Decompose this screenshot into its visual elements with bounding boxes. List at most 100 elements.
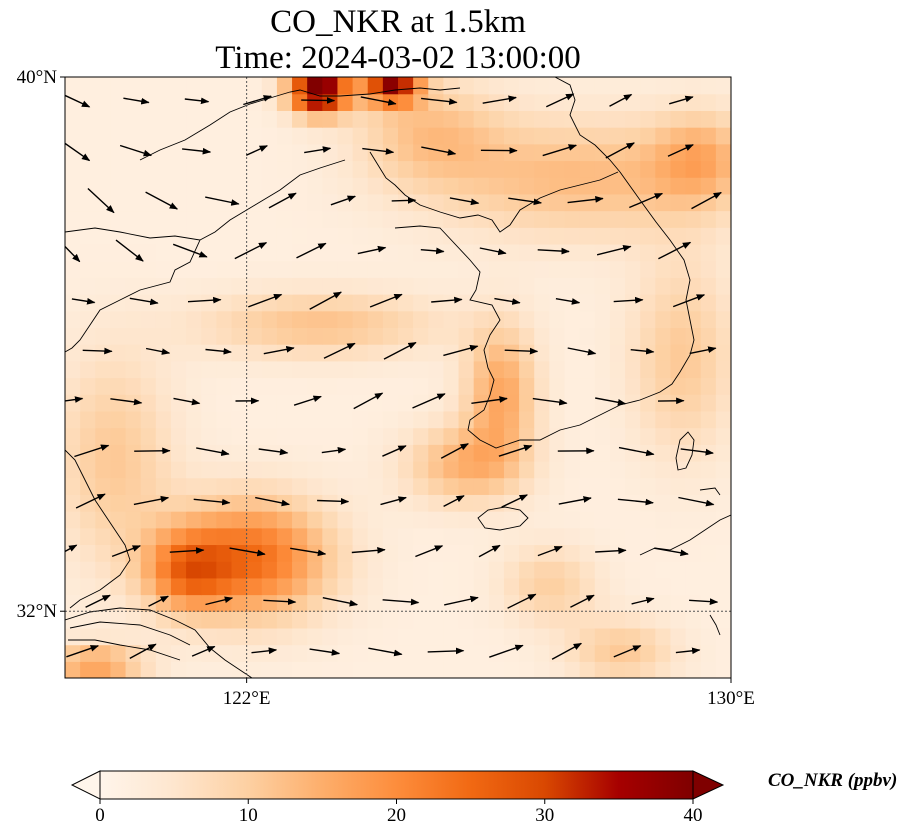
field-cell <box>534 77 550 95</box>
field-cell <box>382 410 399 429</box>
field-cell <box>65 143 81 162</box>
field-cell <box>594 344 611 362</box>
wind-arrow <box>243 95 273 106</box>
field-cell <box>398 544 414 562</box>
field-cell <box>186 544 202 562</box>
field-cell <box>655 394 672 412</box>
field-cell <box>458 661 475 678</box>
field-cell <box>594 243 611 262</box>
field-cell <box>125 360 142 379</box>
field-cell <box>170 143 187 162</box>
wind-arrow <box>323 342 356 359</box>
field-cell <box>307 644 323 662</box>
field-cell <box>473 110 490 128</box>
field-cell <box>685 127 702 145</box>
field-cell <box>95 344 112 362</box>
field-cell <box>216 577 233 596</box>
field-cell <box>276 177 293 195</box>
field-cell <box>640 460 656 479</box>
field-cell <box>398 561 414 579</box>
field-cell <box>155 310 172 329</box>
field-cell <box>640 477 656 495</box>
field-cell <box>292 627 308 646</box>
field-cell <box>231 611 248 629</box>
field-cell <box>715 377 731 395</box>
field-cell <box>609 260 626 278</box>
field-cell <box>140 127 157 145</box>
field-cell <box>155 160 172 178</box>
field-cell <box>276 143 293 162</box>
field-cell <box>655 477 672 495</box>
field-cell <box>594 394 611 412</box>
field-cell <box>519 360 535 379</box>
field-cell <box>579 110 596 128</box>
field-cell <box>216 527 233 546</box>
field-cell <box>443 77 460 95</box>
field-cell <box>488 460 505 479</box>
field-cell <box>685 594 702 612</box>
field-cell <box>352 594 369 612</box>
field-cell <box>655 577 672 596</box>
field-cell <box>579 310 596 329</box>
field-cell <box>367 77 384 95</box>
field-cell <box>155 294 172 312</box>
field-cell <box>443 410 460 429</box>
field-cell <box>609 127 626 145</box>
field-cell <box>428 577 445 596</box>
field-cell <box>352 377 369 395</box>
field-cell <box>670 494 687 512</box>
field-cell <box>700 594 717 612</box>
field-cell <box>428 644 445 662</box>
field-cell <box>488 260 505 278</box>
field-cell <box>307 577 323 596</box>
field-cell <box>261 561 278 579</box>
field-cell <box>186 193 202 212</box>
field-cell <box>337 594 354 612</box>
field-cell <box>367 427 384 445</box>
field-cell <box>352 427 369 445</box>
field-cell <box>534 427 550 445</box>
field-cell <box>519 627 535 646</box>
field-cell <box>80 243 96 262</box>
field-cell <box>65 77 81 95</box>
field-cell <box>140 494 157 512</box>
field-cell <box>246 627 263 646</box>
wind-arrow <box>609 93 633 107</box>
field-cell <box>367 594 384 612</box>
field-cell <box>413 460 429 479</box>
field-cell <box>95 77 112 95</box>
field-cell <box>549 310 566 329</box>
field-cell <box>307 511 323 529</box>
field-cell <box>625 527 641 546</box>
wind-arrow <box>290 547 327 557</box>
field-cell <box>201 494 217 512</box>
field-cell <box>155 444 172 462</box>
field-cell <box>367 327 384 345</box>
field-cell <box>65 243 81 262</box>
field-cell <box>458 427 475 445</box>
wind-arrow <box>595 397 627 406</box>
field-cell <box>473 444 490 462</box>
field-cell <box>428 93 445 111</box>
field-cell <box>443 644 460 662</box>
field-cell <box>216 377 233 395</box>
wind-arrow <box>427 647 465 655</box>
field-cell <box>337 494 354 512</box>
field-cell <box>186 444 202 462</box>
field-cell <box>519 260 535 278</box>
field-cell <box>458 177 475 195</box>
field-cell <box>609 110 626 128</box>
field-cell <box>337 177 354 195</box>
field-cell <box>170 544 187 562</box>
field-cell <box>231 277 248 295</box>
field-cell <box>216 110 233 128</box>
field-cell <box>307 93 323 111</box>
field-cell <box>519 210 535 228</box>
field-cell <box>715 511 731 529</box>
field-cell <box>503 544 520 562</box>
field-cell <box>503 310 520 329</box>
field-cell <box>655 93 672 111</box>
field-cell <box>488 127 505 145</box>
field-cell <box>337 127 354 145</box>
